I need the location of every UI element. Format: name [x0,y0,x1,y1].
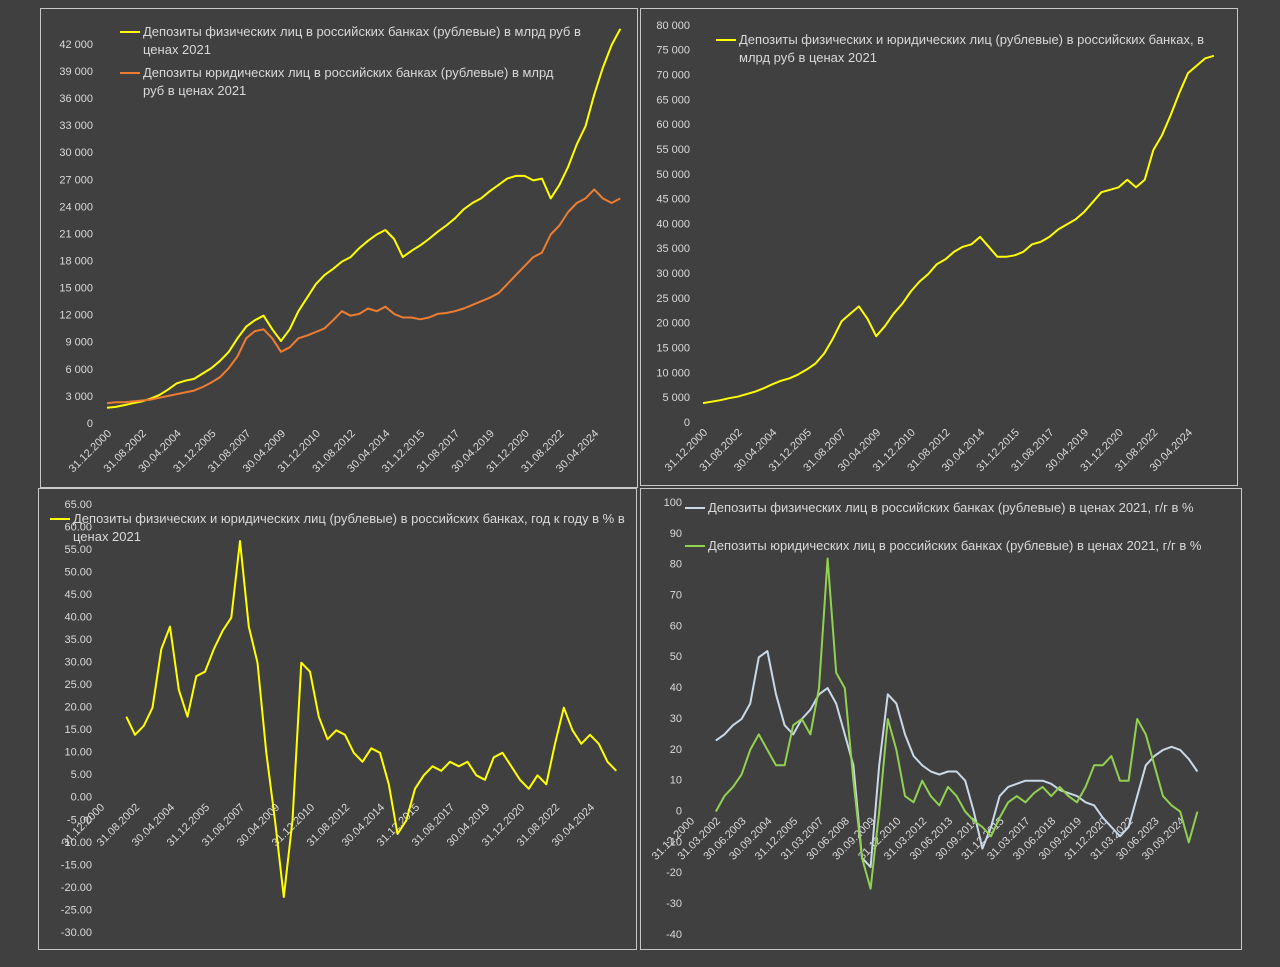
y-tick-label: 25 000 [656,293,690,305]
y-tick-label: 70 000 [656,70,690,82]
y-tick-label: 30 000 [656,268,690,280]
y-tick-label: -30 [666,898,682,910]
y-tick-label: 15 000 [59,283,93,295]
y-tick-label: 0 [676,805,682,817]
y-tick-label: 10.00 [64,747,92,759]
y-tick-label: 39 000 [59,66,93,78]
y-tick-label: -25.00 [61,904,92,916]
y-tick-label: 20 000 [656,318,690,330]
y-tick-label: 15.00 [64,724,92,736]
y-tick-label: 30.00 [64,657,92,669]
y-tick-label: 60 [670,620,682,632]
y-tick-label: 0 [87,418,93,430]
data-line [106,28,622,409]
y-tick-label: -10 [666,836,682,848]
y-tick-label: 0 [684,417,690,429]
y-tick-label: 45 000 [656,194,690,206]
y-tick-label: -40 [666,929,682,941]
y-tick-label: -15.00 [61,859,92,871]
legend-label: Депозиты физических лиц в российских бан… [143,24,581,57]
y-tick-label: 30 000 [59,147,93,159]
y-tick-label: 50 [670,651,682,663]
y-tick-label: 90 [670,528,682,540]
y-tick-label: 18 000 [59,256,93,268]
y-tick-label: 30 [670,713,682,725]
y-tick-label: 50 000 [656,169,690,181]
y-tick-label: 12 000 [59,310,93,322]
y-tick-label: -20.00 [61,882,92,894]
y-tick-label: -5.00 [67,814,92,826]
data-line [715,650,1199,869]
data-line [714,557,1199,890]
y-tick-label: 25.00 [64,679,92,691]
y-tick-label: 5.00 [71,769,92,781]
y-tick-label: 65 000 [656,94,690,106]
panel [38,488,637,950]
y-tick-label: 10 [670,775,682,787]
legend-label: Депозиты физических и юридических лиц (р… [73,511,625,544]
y-tick-label: 20.00 [64,702,92,714]
data-line [106,188,621,405]
y-tick-label: 9 000 [65,337,93,349]
y-tick-label: 5 000 [662,392,690,404]
y-tick-label: 60.00 [64,521,92,533]
panel [640,488,1242,950]
y-tick-label: 24 000 [59,201,93,213]
y-tick-label: 65.00 [64,499,92,511]
panel [40,8,638,488]
legend-label: Депозиты юридических лиц в российских ба… [708,538,1202,553]
y-tick-label: -10.00 [61,837,92,849]
panel [640,8,1238,486]
y-tick-label: 55 000 [656,144,690,156]
y-tick-label: 55.00 [64,544,92,556]
y-tick-label: 21 000 [59,228,93,240]
y-tick-label: 100 [664,497,682,509]
y-tick-label: -20 [666,867,682,879]
y-tick-label: 10 000 [656,367,690,379]
y-tick-label: 35.00 [64,634,92,646]
data-line [702,54,1215,405]
y-tick-label: 35 000 [656,243,690,255]
y-tick-label: 50.00 [64,566,92,578]
y-tick-label: 80 [670,559,682,571]
y-tick-label: 3 000 [65,391,93,403]
legend-label: Депозиты юридических лиц в российских ба… [143,65,554,98]
y-tick-label: 40 [670,682,682,694]
y-tick-label: -30.00 [61,927,92,939]
y-tick-label: 75 000 [656,45,690,57]
y-tick-label: 60 000 [656,119,690,131]
y-tick-label: 27 000 [59,174,93,186]
legend-label: Депозиты физических лиц в российских бан… [708,500,1194,515]
y-tick-label: 40 000 [656,218,690,230]
y-tick-label: 33 000 [59,120,93,132]
y-tick-label: 15 000 [656,342,690,354]
legend-label: Депозиты физических и юридических лиц (р… [739,32,1205,65]
y-tick-label: 20 [670,744,682,756]
data-line [125,540,618,898]
y-tick-label: 45.00 [64,589,92,601]
y-tick-label: 40.00 [64,612,92,624]
y-tick-label: 80 000 [656,20,690,32]
y-tick-label: 36 000 [59,93,93,105]
y-tick-label: 0.00 [71,792,92,804]
y-tick-label: 70 [670,589,682,601]
y-tick-label: 6 000 [65,364,93,376]
y-tick-label: 42 000 [59,39,93,51]
